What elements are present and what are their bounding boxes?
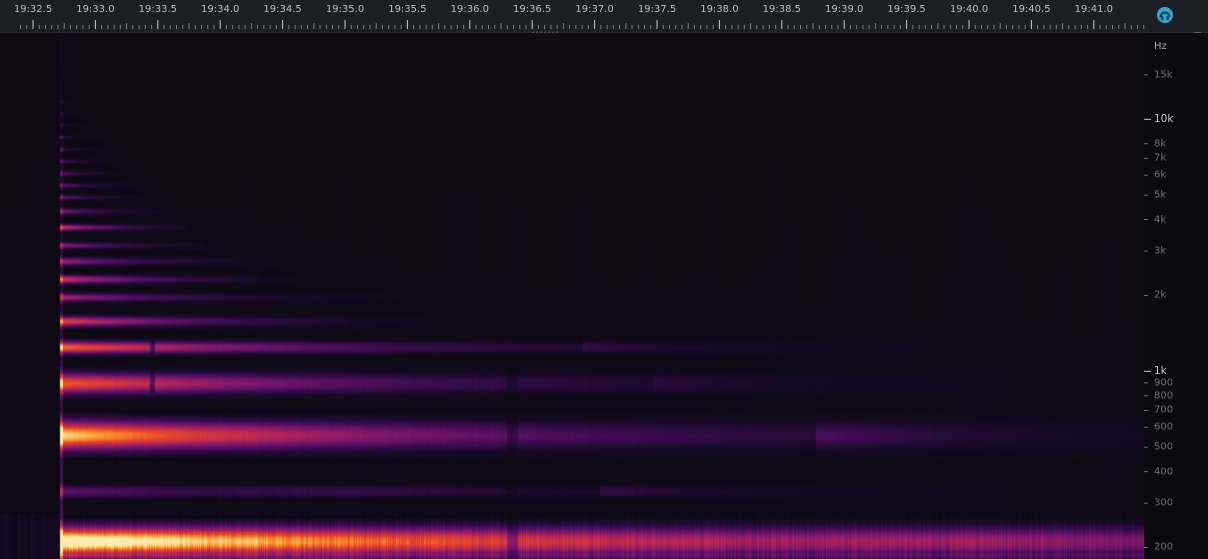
- frequency-label: 2k: [1154, 289, 1167, 301]
- time-label: 19:36.5: [513, 4, 552, 15]
- time-label: 19:36.0: [450, 4, 489, 15]
- frequency-label: 7k: [1154, 152, 1167, 164]
- time-label: 19:33.0: [76, 4, 115, 15]
- time-label: 19:39.0: [825, 4, 864, 15]
- frequency-axis: Hz 15k 10k 8k 7k 6k 5k 4k 3k 2k 1k 900 800 700 600 500…: [1144, 33, 1208, 559]
- time-label: 19:33.5: [138, 4, 177, 15]
- time-label: 19:34.0: [201, 4, 240, 15]
- frequency-label: 200: [1154, 541, 1174, 553]
- time-label: 19:37.0: [575, 4, 614, 15]
- frequency-label: 800: [1154, 390, 1174, 402]
- frequency-label: 6k: [1154, 169, 1167, 181]
- time-label: 19:37.5: [637, 4, 677, 15]
- frequency-label: 300: [1154, 497, 1174, 509]
- frequency-label: 400: [1154, 466, 1174, 478]
- time-label: 19:35.5: [388, 4, 427, 15]
- top-right-corner: [1148, 0, 1208, 37]
- frequency-unit-label: Hz: [1154, 41, 1167, 52]
- frequency-ticks: [1144, 74, 1151, 548]
- time-label: 19:40.5: [1012, 4, 1051, 15]
- time-label: 19:32.5: [13, 4, 53, 15]
- frequency-label: 15k: [1154, 69, 1173, 81]
- frequency-label: 1k: [1154, 365, 1167, 378]
- time-label: 19:39.5: [887, 4, 926, 15]
- frequency-label: 10k: [1154, 113, 1174, 126]
- frequency-label: 700: [1154, 404, 1174, 416]
- time-ticks: [20, 20, 1145, 29]
- frequency-label: 500: [1154, 441, 1174, 453]
- frequency-label: 5k: [1154, 189, 1167, 201]
- frequency-label: 8k: [1154, 138, 1167, 150]
- time-ruler[interactable]: 19:32.5 19:33.0 19:33.5 19:34.0 19:34.5 19:35…: [0, 0, 1148, 37]
- time-label: 19:34.5: [263, 4, 302, 15]
- frequency-label: 4k: [1154, 214, 1167, 226]
- frequency-label: 900: [1154, 377, 1174, 389]
- time-label: 19:38.5: [762, 4, 801, 15]
- spectrogram-view[interactable]: [0, 33, 1144, 559]
- frequency-label: 3k: [1154, 245, 1167, 257]
- time-label: 19:38.0: [700, 4, 739, 15]
- time-label: 19:35.0: [325, 4, 365, 15]
- time-label: 19:41.0: [1074, 4, 1113, 15]
- time-label: 19:40.0: [949, 4, 989, 15]
- spectrogram-settings-icon[interactable]: [1156, 6, 1174, 24]
- frequency-label: 600: [1154, 421, 1174, 433]
- spectrogram-canvas[interactable]: [0, 33, 1144, 559]
